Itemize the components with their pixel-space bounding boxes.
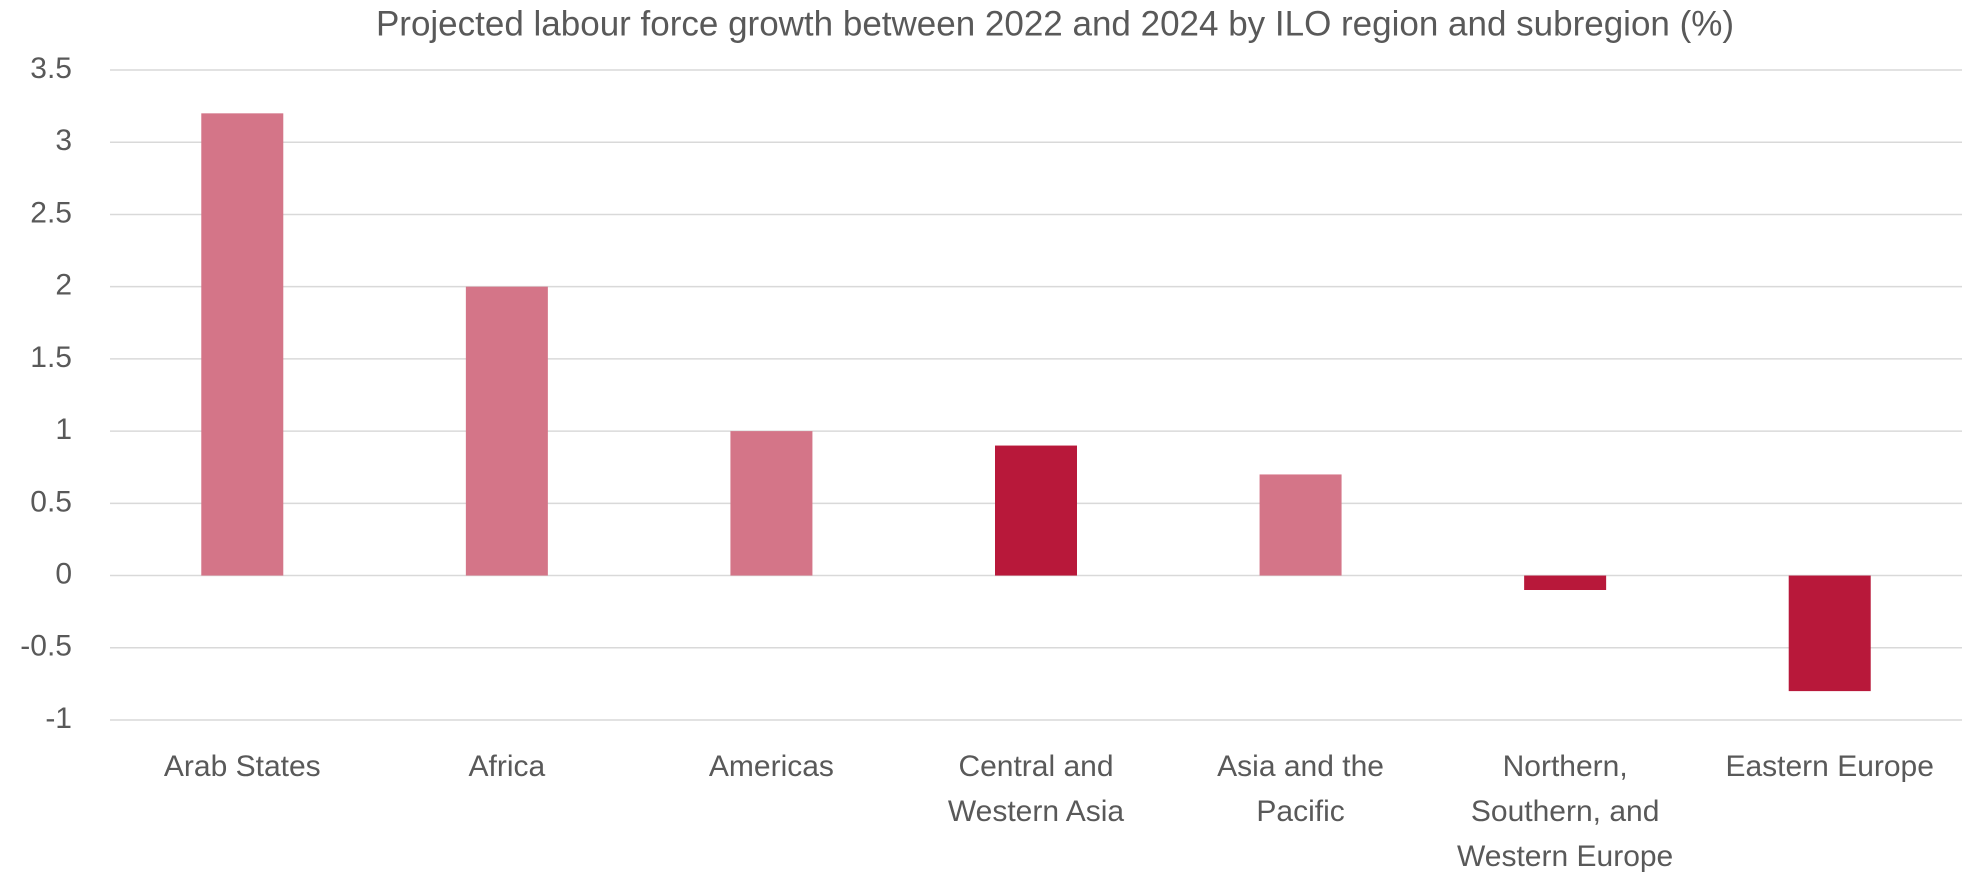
x-tick-label: Americas xyxy=(709,750,834,783)
x-tick-label: Central and Western Asia xyxy=(948,750,1125,828)
y-tick-label: 2 xyxy=(55,269,72,302)
bar xyxy=(1259,474,1342,576)
y-tick-label: -0.5 xyxy=(20,630,72,663)
y-tick-label: 3.5 xyxy=(30,52,72,85)
y-tick-label: 0.5 xyxy=(30,485,72,518)
y-tick-label: 1 xyxy=(55,413,72,446)
y-tick-label: 1.5 xyxy=(30,341,72,374)
x-tick-label: Africa xyxy=(469,750,546,783)
x-tick-label: Eastern Europe xyxy=(1725,750,1933,783)
bar xyxy=(995,445,1077,576)
y-tick-label: 0 xyxy=(55,557,72,590)
bar xyxy=(1524,575,1607,590)
bar xyxy=(201,113,284,576)
y-tick-label: 2.5 xyxy=(30,196,72,229)
bar xyxy=(730,431,813,576)
y-tick-label: 3 xyxy=(55,124,72,157)
bar xyxy=(465,286,548,576)
y-tick-label: -1 xyxy=(45,702,72,735)
x-tick-label: Northern, Southern, and Western Europe xyxy=(1457,750,1673,873)
x-tick-label: Arab States xyxy=(164,750,321,783)
x-tick-label: Asia and the Pacific xyxy=(1217,750,1384,828)
bar xyxy=(1788,575,1871,692)
chart-title: Projected labour force growth between 20… xyxy=(376,4,1734,43)
